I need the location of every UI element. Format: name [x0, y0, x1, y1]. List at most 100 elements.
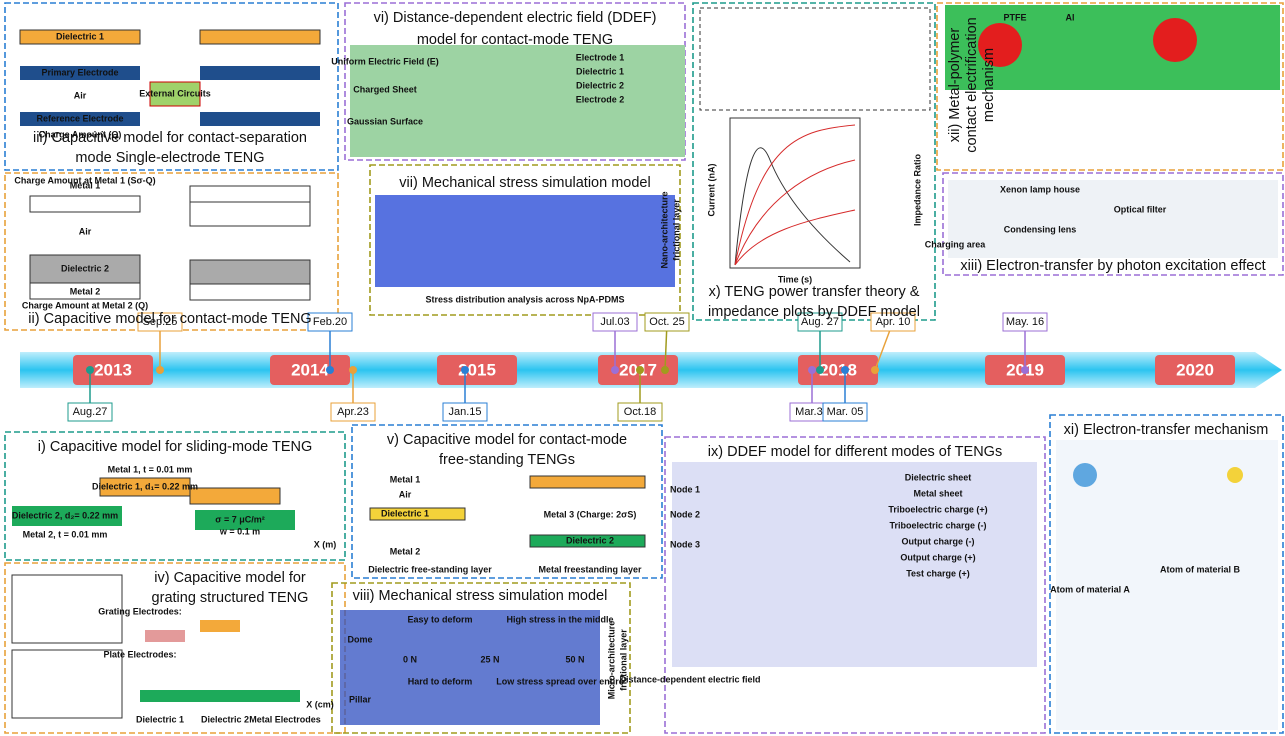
layer — [200, 66, 320, 80]
layer — [195, 510, 295, 530]
panel-label: Atom of material A — [1050, 584, 1130, 594]
layer — [20, 112, 140, 126]
panel-label: X (cm) — [306, 699, 334, 709]
layer — [369, 507, 466, 521]
layer — [200, 620, 240, 632]
panel-label: Charge Amount (Q) — [39, 129, 122, 139]
date-label: Oct. 25 — [649, 316, 684, 328]
panel-label: 25 N — [480, 654, 499, 664]
panel-label: Nano-architecture — [659, 191, 669, 268]
panel-label: Dielectric 2 — [201, 714, 249, 724]
panel-title: x) TENG power transfer theory & — [709, 284, 920, 300]
frame — [664, 436, 1046, 734]
dot — [636, 366, 644, 374]
panel-title: mechanism — [981, 48, 997, 122]
date-box — [617, 402, 663, 422]
panel-label: Dielectric 1, d₁= 0.22 mm — [92, 481, 198, 491]
atom — [1073, 463, 1097, 487]
date-box — [592, 312, 638, 332]
layer — [189, 283, 311, 301]
dot — [461, 366, 469, 374]
panel-label: Air — [79, 226, 92, 236]
panel-label: Electrode 2 — [576, 94, 625, 104]
date-label: Jan.15 — [448, 406, 481, 418]
date-label: Feb.20 — [313, 316, 347, 328]
panel-label: 0 N — [403, 654, 417, 664]
year-box — [73, 355, 153, 385]
layer — [200, 112, 320, 126]
panel-title: ix) DDEF model for different modes of TE… — [708, 444, 1002, 460]
panel-label: Air — [399, 489, 412, 499]
date-label: Mar.30 — [795, 406, 829, 418]
layer — [189, 487, 281, 505]
date-label: Oct.18 — [624, 406, 656, 418]
frame — [4, 172, 339, 331]
panel-label: Charged Sheet — [353, 84, 417, 94]
panel-label: Output charge (-) — [902, 536, 975, 546]
panel-label: Metal Electrodes — [249, 714, 321, 724]
frame — [936, 2, 1284, 171]
panel-label: Dielectric 1 — [56, 31, 104, 41]
panel-label: Dielectric 2, d₂= 0.22 mm — [12, 510, 118, 520]
panel-label: Optical filter — [1114, 204, 1167, 214]
panel-label: Condensing lens — [1004, 224, 1077, 234]
dot — [1021, 366, 1029, 374]
layer — [140, 690, 300, 702]
panel-label: Triboelectric charge (-) — [889, 520, 986, 530]
atom — [978, 23, 1022, 67]
labels: 2013201420152017201820192020Sep.25Feb.20… — [12, 10, 1268, 725]
dot — [349, 366, 357, 374]
panel-label: Gaussian Surface — [347, 116, 423, 126]
layer — [145, 630, 185, 642]
dot — [661, 366, 669, 374]
date-box — [822, 402, 868, 422]
panel-label: Dome — [347, 634, 372, 644]
panel-label: Stress distribution analysis across NpA-… — [425, 294, 624, 304]
panel-label: σ = 7 μC/m² — [215, 514, 264, 524]
dot — [611, 366, 619, 374]
date-label: Aug. 27 — [801, 316, 839, 328]
date-label: May. 16 — [1006, 316, 1044, 328]
panel-label: Node 3 — [670, 539, 700, 549]
layer — [189, 201, 311, 227]
frame — [942, 172, 1284, 276]
panel-label: Metal 3 (Charge: 2σS) — [544, 509, 637, 519]
panel-label: Al — [1066, 12, 1075, 22]
panel-title: iii) Capacitive model for contact-separa… — [33, 130, 307, 146]
date-label: Aug.27 — [73, 406, 108, 418]
image — [1056, 440, 1278, 730]
layer — [189, 259, 311, 285]
layer — [99, 477, 191, 497]
panel-label: Dielectric 2 — [61, 263, 109, 273]
frame — [4, 2, 339, 171]
layer — [19, 29, 141, 45]
panel-label: Pillar — [349, 694, 372, 704]
panel-label: Test charge (+) — [906, 568, 970, 578]
panel-label: Dielectric free-standing layer — [368, 564, 492, 574]
panel-label: External Circuits — [139, 88, 211, 98]
panel-label: frictional layer — [671, 199, 681, 261]
layer — [199, 29, 321, 45]
curve — [734, 124, 856, 266]
panel-label: frictional layer — [618, 629, 628, 691]
date-box — [137, 312, 183, 332]
date-label: Sep.25 — [143, 316, 178, 328]
panel-label: Node 1 — [670, 484, 700, 494]
curve — [734, 147, 851, 266]
panel-label: Metal sheet — [913, 488, 962, 498]
panel-title: xiii) Electron-transfer by photon excita… — [960, 258, 1265, 274]
layer — [29, 195, 141, 213]
panel-label: Low stress spread over entire — [496, 676, 624, 686]
panel-label: Primary Electrode — [41, 67, 118, 77]
date-box — [307, 312, 353, 332]
panel-label: Air — [74, 90, 87, 100]
atom — [1227, 467, 1243, 483]
panel-label: Xenon lamp house — [1000, 184, 1080, 194]
frame — [351, 424, 663, 579]
panel-label: Electrode 1 — [576, 52, 625, 62]
panel-label: w = 0.1 m — [219, 526, 260, 536]
atom — [1153, 18, 1197, 62]
panel-label: Atom of material B — [1160, 564, 1241, 574]
dot — [156, 366, 164, 374]
